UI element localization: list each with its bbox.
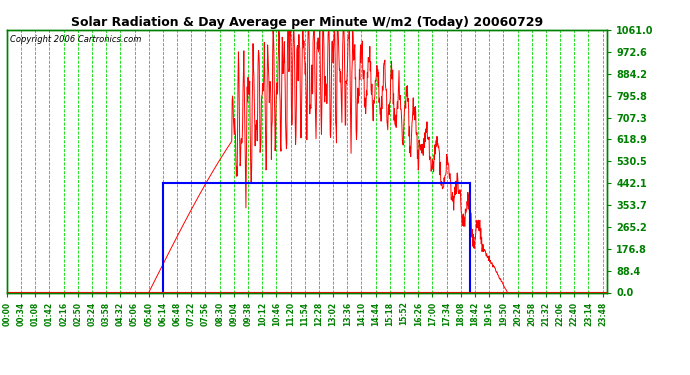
- Title: Solar Radiation & Day Average per Minute W/m2 (Today) 20060729: Solar Radiation & Day Average per Minute…: [71, 16, 543, 29]
- Text: Copyright 2006 Cartronics.com: Copyright 2006 Cartronics.com: [10, 35, 141, 44]
